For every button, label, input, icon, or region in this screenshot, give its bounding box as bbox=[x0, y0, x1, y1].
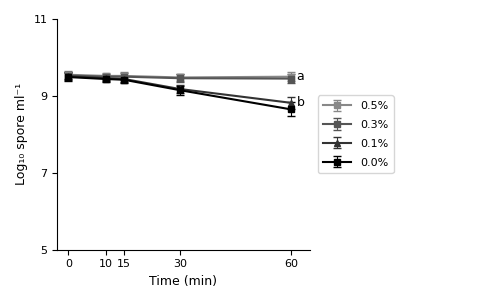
Legend: 0.5%, 0.3%, 0.1%, 0.0%: 0.5%, 0.3%, 0.1%, 0.0% bbox=[318, 95, 394, 173]
X-axis label: Time (min): Time (min) bbox=[150, 275, 218, 288]
Y-axis label: Log₁₀ spore ml⁻¹: Log₁₀ spore ml⁻¹ bbox=[15, 83, 28, 185]
Text: a: a bbox=[296, 70, 304, 83]
Text: b: b bbox=[296, 96, 304, 109]
